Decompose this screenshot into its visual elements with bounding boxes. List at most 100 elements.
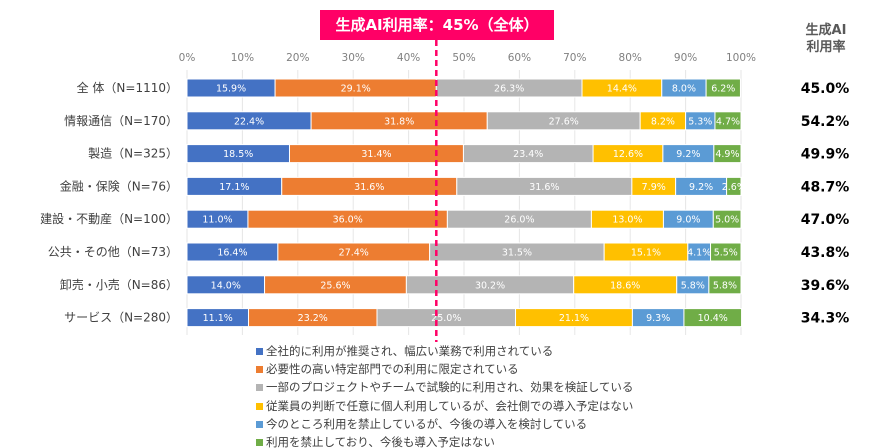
data-label: 29.1%	[341, 84, 371, 95]
data-label: 17.1%	[219, 182, 249, 193]
data-label: 31.8%	[384, 116, 414, 127]
bar-segment	[683, 308, 743, 328]
legend-swatch	[256, 348, 263, 355]
legend-label: 従業員の判断で任意に個人利用しているが、会社側での導入予定はない	[266, 398, 634, 413]
data-label: 14.4%	[607, 84, 637, 95]
data-label: 18.5%	[223, 149, 253, 160]
data-label: 23.4%	[513, 149, 543, 160]
category-label: 卸売・小売（N=86）	[60, 277, 178, 292]
data-label: 5.8%	[681, 280, 705, 291]
data-label: 18.6%	[610, 280, 640, 291]
category-label: 建設・不動産（N=100）	[40, 211, 178, 226]
data-label: 27.4%	[339, 248, 369, 259]
data-label: 11.1%	[203, 313, 233, 324]
usage-rate-header: 生成AI 利用率	[790, 22, 862, 56]
data-label: 2.6%	[722, 182, 746, 193]
data-label: 9.3%	[646, 313, 670, 324]
bar-segment	[708, 275, 742, 295]
data-label: 4.9%	[715, 149, 739, 160]
usage-rate-value: 49.9%	[801, 147, 850, 163]
data-label: 7.9%	[642, 182, 666, 193]
x-tick-label: 40%	[397, 52, 420, 64]
data-label: 10.4%	[698, 313, 728, 324]
x-tick-label: 60%	[508, 52, 531, 64]
data-label: 13.0%	[612, 215, 642, 226]
data-label: 12.6%	[613, 149, 643, 160]
category-label: 製造（N=325）	[88, 147, 178, 161]
data-label: 5.0%	[715, 215, 739, 226]
bar-segment	[712, 209, 742, 229]
x-tick-label: 90%	[674, 52, 697, 64]
usage-rate-value: 39.6%	[801, 278, 850, 294]
data-label: 5.3%	[688, 116, 712, 127]
data-label: 5.8%	[713, 280, 737, 291]
usage-rate-value: 43.8%	[801, 245, 850, 261]
legend-swatch	[256, 420, 263, 428]
data-label: 26.3%	[494, 84, 524, 95]
data-label: 8.2%	[651, 116, 675, 127]
legend-label: 全社的に利用が推奨され、幅広い業務で利用されている	[266, 344, 554, 358]
data-label: 5.5%	[714, 248, 738, 259]
legend-label: 一部のプロジェクトやチームで試験的に利用され、効果を検証している	[266, 380, 634, 395]
usage-rate-value: 47.0%	[801, 212, 850, 228]
legend-swatch	[256, 438, 263, 446]
usage-rate-header-line1: 生成AI	[805, 23, 847, 38]
data-label: 36.0%	[333, 215, 363, 226]
data-label: 31.5%	[502, 248, 532, 259]
data-label: 26.0%	[504, 215, 534, 226]
overall-rate-banner: 生成AI利用率：45%（全体）	[320, 10, 554, 40]
usage-rate-value: 34.3%	[801, 311, 850, 327]
usage-rate-value: 48.7%	[801, 179, 850, 195]
legend-swatch	[256, 366, 263, 374]
usage-rate-header-line2: 利用率	[806, 40, 846, 55]
data-label: 15.9%	[216, 84, 246, 95]
data-label: 9.0%	[676, 215, 700, 226]
data-label: 30.2%	[475, 280, 505, 291]
data-label: 11.0%	[202, 215, 232, 226]
bar-segment	[713, 144, 742, 164]
category-label: 金融・保険（N=76）	[60, 178, 178, 193]
x-tick-label: 80%	[619, 52, 642, 64]
x-tick-label: 50%	[452, 52, 475, 64]
data-label: 25.0%	[431, 313, 461, 324]
legend-item: 一部のプロジェクトやチームで試験的に利用され、効果を検証している	[256, 378, 633, 396]
data-label: 15.1%	[631, 248, 661, 259]
legend-item: 利用を禁止しており、今後も導入予定はない	[256, 433, 633, 448]
bar-segment	[714, 111, 742, 131]
category-label: 全 体（N=1110）	[77, 80, 178, 95]
legend-label: 利用を禁止しており、今後も導入予定はない	[266, 434, 495, 448]
data-label: 31.6%	[354, 182, 384, 193]
legend: 全社的に利用が推奨され、幅広い業務で利用されている 必要性の高い特定部門での利用に…	[256, 342, 633, 448]
x-tick-label: 70%	[563, 52, 586, 64]
usage-rate-value: 45.0%	[801, 81, 850, 97]
legend-item: 従業員の判断で任意に個人利用しているが、会社側での導入予定はない	[256, 397, 633, 415]
data-label: 6.2%	[711, 84, 735, 95]
x-tick-label: 100%	[726, 52, 756, 64]
legend-item: 必要性の高い特定部門での利用に限定されている	[256, 360, 633, 378]
legend-label: 必要性の高い特定部門での利用に限定されている	[266, 362, 519, 377]
data-label: 4.7%	[716, 116, 740, 127]
data-label: 22.4%	[234, 116, 264, 127]
legend-swatch	[256, 384, 263, 392]
data-label: 16.4%	[217, 248, 247, 259]
data-label: 31.4%	[361, 149, 391, 160]
legend-swatch	[256, 402, 263, 410]
data-label: 4.1%	[687, 248, 711, 259]
data-label: 14.0%	[211, 280, 241, 291]
x-tick-label: 30%	[342, 52, 365, 64]
data-label: 27.6%	[549, 116, 579, 127]
data-label: 25.6%	[320, 280, 350, 291]
category-label: 情報通信（N=170）	[64, 114, 178, 128]
usage-rate-value: 54.2%	[801, 114, 850, 130]
bar-segment	[710, 242, 742, 262]
data-label: 31.6%	[529, 182, 559, 193]
x-tick-label: 20%	[286, 52, 309, 64]
category-label: 公共・その他（N=73）	[48, 245, 178, 259]
bar-segment	[726, 176, 742, 196]
data-label: 21.1%	[559, 313, 589, 324]
data-label: 9.2%	[689, 182, 713, 193]
x-tick-label: 0%	[179, 52, 196, 64]
category-label: サービス（N=280）	[64, 311, 178, 325]
bar-segment	[705, 78, 741, 98]
